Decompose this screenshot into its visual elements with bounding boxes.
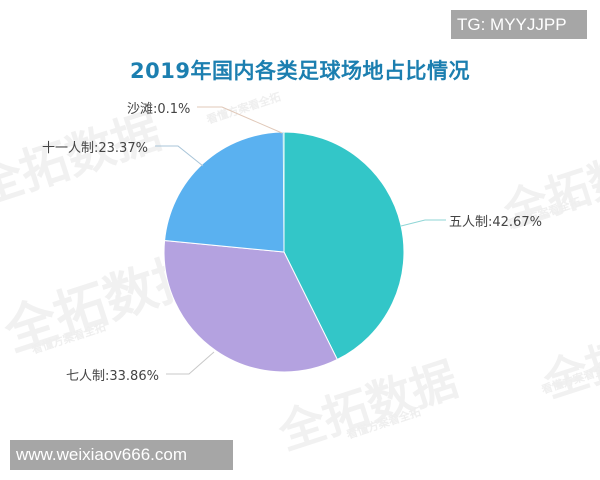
- label-seven-a-side: 七人制:33.86%: [66, 369, 159, 384]
- pie-slice-eleven-a-side: [164, 131, 285, 253]
- leader-line-five-a-side: [400, 219, 446, 227]
- pie-slice-five-a-side: [283, 131, 405, 361]
- pie-slice-seven-a-side: [163, 239, 338, 373]
- chart-title: 2019年国内各类足球场地占比情况: [130, 59, 470, 83]
- leader-line-eleven-a-side: [155, 145, 204, 167]
- url-badge: www.weixiaov666.com: [10, 440, 233, 470]
- label-eleven-a-side: 十一人制:23.37%: [42, 141, 148, 156]
- leader-line-seven-a-side: [166, 351, 215, 375]
- pie-slice-beach: [282, 131, 285, 253]
- tg-badge: TG: MYYJJPP: [451, 10, 587, 39]
- label-beach: 沙滩:0.1%: [127, 102, 191, 117]
- label-five-a-side: 五人制:42.67%: [449, 215, 542, 230]
- leader-line-beach: [197, 106, 283, 134]
